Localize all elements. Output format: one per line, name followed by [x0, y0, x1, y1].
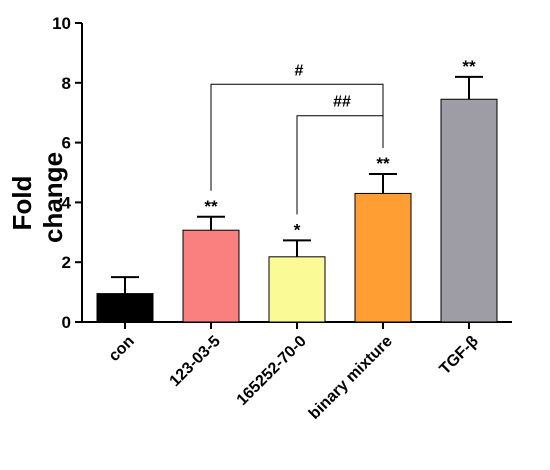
bar	[268, 256, 326, 323]
significance-marker: **	[462, 57, 476, 76]
significance-marker: *	[294, 220, 301, 239]
x-tick-label: 123-03-5	[167, 333, 224, 390]
y-tick-label: 10	[52, 14, 71, 33]
significance-markers: *******	[204, 57, 476, 240]
comparison-label: #	[295, 62, 304, 79]
bar	[354, 192, 412, 323]
comparison-bracket	[296, 115, 384, 215]
significance-marker: **	[376, 154, 390, 173]
bars	[96, 98, 498, 323]
y-tick-label: 2	[62, 253, 71, 272]
significance-marker: **	[204, 197, 218, 216]
y-tick-label: 4	[62, 193, 72, 212]
y-tick-label: 6	[62, 134, 71, 153]
bar	[440, 98, 498, 323]
y-tick-label: 0	[62, 313, 71, 332]
y-tick-label: 8	[62, 74, 71, 93]
bar	[182, 229, 240, 323]
comparison-label: ##	[333, 94, 351, 111]
error-bars	[111, 75, 483, 294]
x-tick-label: 165252-70-0	[234, 333, 310, 409]
comparison-brackets: ###	[210, 62, 384, 215]
x-tick-label: TGF-β	[437, 333, 482, 378]
y-axis: 0 2 4 6 8 10	[52, 14, 83, 332]
bar	[96, 293, 154, 323]
x-tick-label: binary mixture	[306, 333, 396, 423]
x-tick-label: con	[106, 333, 138, 365]
